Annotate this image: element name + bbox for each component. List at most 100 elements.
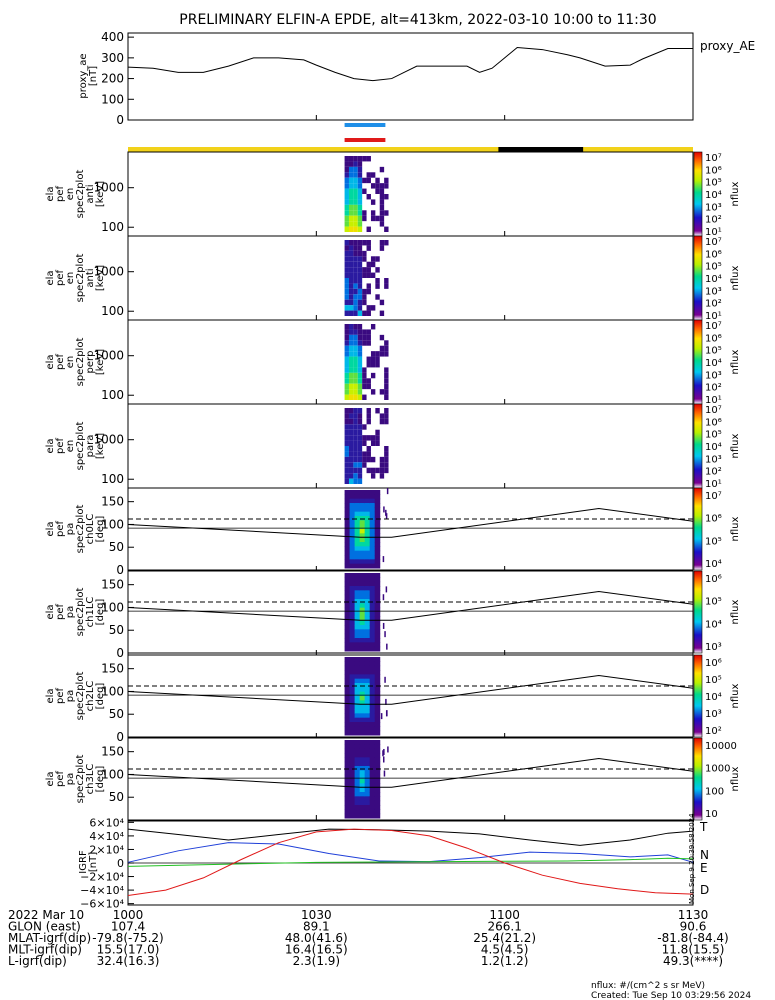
pa-spectrogram-pixel bbox=[374, 757, 381, 763]
spectrogram-pixel bbox=[353, 429, 358, 436]
pa-spectrogram-pixel bbox=[369, 787, 376, 793]
pa-spectrogram-pixel bbox=[359, 573, 366, 578]
pa-spectrogram-pixel bbox=[359, 511, 366, 517]
igrf-ytick-label: 2×10⁴ bbox=[89, 843, 124, 856]
pa-spectrogram-pixel bbox=[369, 709, 376, 714]
spectrogram-pixel bbox=[357, 362, 363, 368]
pa-spectrogram-pixel bbox=[374, 638, 381, 643]
colorbar bbox=[693, 737, 703, 821]
colorbar-tick-label: 10³ bbox=[705, 642, 722, 653]
pa-spectrogram-pixel bbox=[374, 796, 381, 802]
pa-spectrogram-pixel bbox=[354, 546, 361, 552]
pa-spectrogram-pixel bbox=[359, 709, 366, 714]
pa-spectrogram-pixel bbox=[374, 511, 381, 517]
ae-panel: proxy_ae [nT] 400 300 200 100 0 proxy_AE bbox=[78, 30, 755, 127]
pa-spectrogram-pixel bbox=[349, 722, 356, 727]
pa-spectrogram-pixel bbox=[344, 573, 351, 578]
pa-spectrogram-pixel bbox=[374, 629, 381, 635]
spectrogram-pixel bbox=[353, 418, 358, 425]
spectrogram-pixel bbox=[357, 177, 363, 184]
pa-spectrogram-pixel bbox=[349, 612, 356, 617]
pa-spectrogram-pixel bbox=[359, 805, 366, 810]
pa-spectrogram-pixel bbox=[354, 726, 361, 732]
spectrogram-pixel bbox=[366, 329, 371, 335]
pa-spectrogram-pixel bbox=[359, 809, 366, 815]
spectrogram-pixel bbox=[379, 310, 385, 316]
energy-ylabel-line: spec2plot bbox=[75, 422, 86, 471]
energy-ylabel-line: ela bbox=[45, 270, 56, 285]
pa-spectrogram-pixel bbox=[344, 490, 351, 495]
pa-ylabel-line: pef bbox=[55, 604, 66, 621]
pa-spectrogram-pixel bbox=[349, 533, 356, 539]
spectrogram-pixel bbox=[357, 473, 363, 479]
colorbar-tick-label: 100 bbox=[705, 786, 724, 797]
colorbar-tick-label: 10⁷ bbox=[705, 405, 722, 416]
pa-ylabel-line: [deg] bbox=[95, 683, 106, 710]
spectrogram-pixel bbox=[375, 267, 380, 273]
pa-spectrogram-pixel bbox=[369, 805, 376, 810]
spectrogram-pixel bbox=[357, 351, 363, 357]
spectrogram-pixel bbox=[375, 356, 380, 362]
pa-spectrogram-pixel bbox=[374, 813, 381, 819]
pa-spectrogram-pixel bbox=[369, 529, 376, 534]
spectrogram-pixel bbox=[357, 215, 363, 222]
colorbar-label: nflux bbox=[730, 599, 741, 624]
spectrogram-pixel bbox=[362, 177, 367, 184]
pa-spectrogram-pixel bbox=[354, 713, 361, 719]
pa-spectrogram-pixel bbox=[349, 813, 356, 819]
colorbar-tick-label: 10⁷ bbox=[705, 237, 722, 248]
spectrogram-pixel bbox=[353, 278, 358, 284]
pa-spectrogram-pixel bbox=[349, 657, 356, 662]
spectrogram-pixel bbox=[348, 440, 354, 446]
spectrogram-pixel bbox=[348, 429, 354, 436]
pa-spectrogram-pixel bbox=[359, 713, 366, 719]
spectrogram-pixel bbox=[362, 310, 367, 316]
pa-spectrogram-pixel bbox=[344, 599, 351, 604]
igrf-T-line bbox=[127, 828, 694, 846]
spectrogram-pixel bbox=[348, 177, 354, 184]
pa-spectrogram-pixel bbox=[349, 550, 356, 556]
energy-ylabel-line: perp bbox=[85, 351, 96, 374]
spectrogram-pixel bbox=[379, 215, 385, 222]
pa-scatter-pixel bbox=[386, 488, 389, 495]
pa-spectrogram-pixel bbox=[369, 616, 376, 622]
pa-spectrogram-pixel bbox=[369, 625, 376, 630]
pa-spectrogram-pixel bbox=[364, 503, 371, 508]
spectrogram-pixel bbox=[348, 356, 354, 362]
pa-spectrogram-pixel bbox=[354, 646, 361, 652]
igrf-ytick-label: 4×10⁴ bbox=[89, 830, 124, 843]
energy-ylabel-line: pef bbox=[55, 354, 66, 371]
colorbar-tick-label: 10 bbox=[705, 809, 718, 820]
spectrogram-pixel bbox=[357, 283, 363, 289]
spectrogram-pixel bbox=[344, 283, 349, 289]
spectrogram-pixel bbox=[357, 272, 363, 278]
colorbar-tick-label: 10⁶ bbox=[705, 574, 722, 585]
spectrogram-pixel bbox=[357, 424, 363, 430]
pa-spectrogram-pixel bbox=[349, 590, 356, 596]
spectrogram-pixel bbox=[344, 156, 349, 162]
spectrogram-pixel bbox=[366, 261, 371, 268]
spectrogram-pixel bbox=[353, 226, 358, 232]
spectrogram-pixel bbox=[344, 429, 349, 436]
pa-spectrogram-pixel bbox=[364, 563, 371, 569]
pa-spectrogram-pixel bbox=[374, 590, 381, 596]
spectrogram-pixel bbox=[348, 334, 354, 341]
ae-ytick-label: 0 bbox=[116, 113, 124, 127]
spectrogram-pixel bbox=[348, 367, 354, 373]
pa-spectrogram-pixel bbox=[349, 633, 356, 639]
ae-ytick-label: 200 bbox=[101, 72, 124, 86]
spectrogram-pixel bbox=[384, 383, 389, 390]
pa-spectrogram-pixel bbox=[349, 704, 356, 710]
pa-spectrogram-pixel bbox=[344, 787, 351, 793]
pa-spectrogram-pixel bbox=[359, 559, 366, 565]
energy-panel-frame bbox=[127, 319, 694, 405]
igrf-ylabel-line: [nT] bbox=[88, 852, 99, 872]
pa-spectrogram-pixel bbox=[344, 753, 351, 758]
pa-ylabel-line: ela bbox=[45, 521, 56, 536]
igrf-ylabel: IGRF [nT] bbox=[78, 850, 99, 874]
pa-spectrogram-pixel bbox=[354, 704, 361, 710]
energy-ylabel-line: pef bbox=[55, 270, 66, 287]
pa-spectrogram-pixel bbox=[374, 625, 381, 630]
spectrogram-pixel bbox=[344, 324, 349, 330]
colorbar bbox=[693, 235, 703, 321]
